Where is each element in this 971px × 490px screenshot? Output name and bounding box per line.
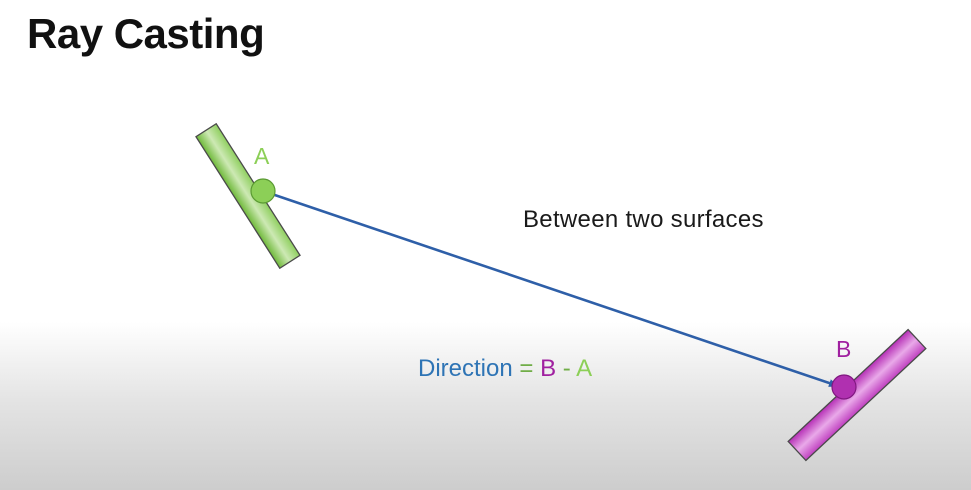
point-a-label: A — [254, 143, 270, 169]
equation-a-term: A — [576, 355, 593, 382]
point-b — [831, 374, 857, 400]
equation-b-term: B — [540, 355, 557, 382]
surface-b — [787, 328, 927, 462]
diagram-caption: Between two surfaces — [523, 206, 764, 233]
point-a — [250, 178, 276, 204]
equation-equals: = — [519, 355, 534, 382]
surface-a — [195, 122, 301, 270]
slide-title: Ray Casting — [27, 10, 265, 57]
point-b-label: B — [836, 336, 852, 362]
ray-arrow — [262, 189, 839, 388]
equation-direction-term: Direction — [418, 355, 513, 382]
equation-minus: - — [562, 355, 571, 382]
direction-equation: Direction = B - A — [418, 355, 592, 383]
